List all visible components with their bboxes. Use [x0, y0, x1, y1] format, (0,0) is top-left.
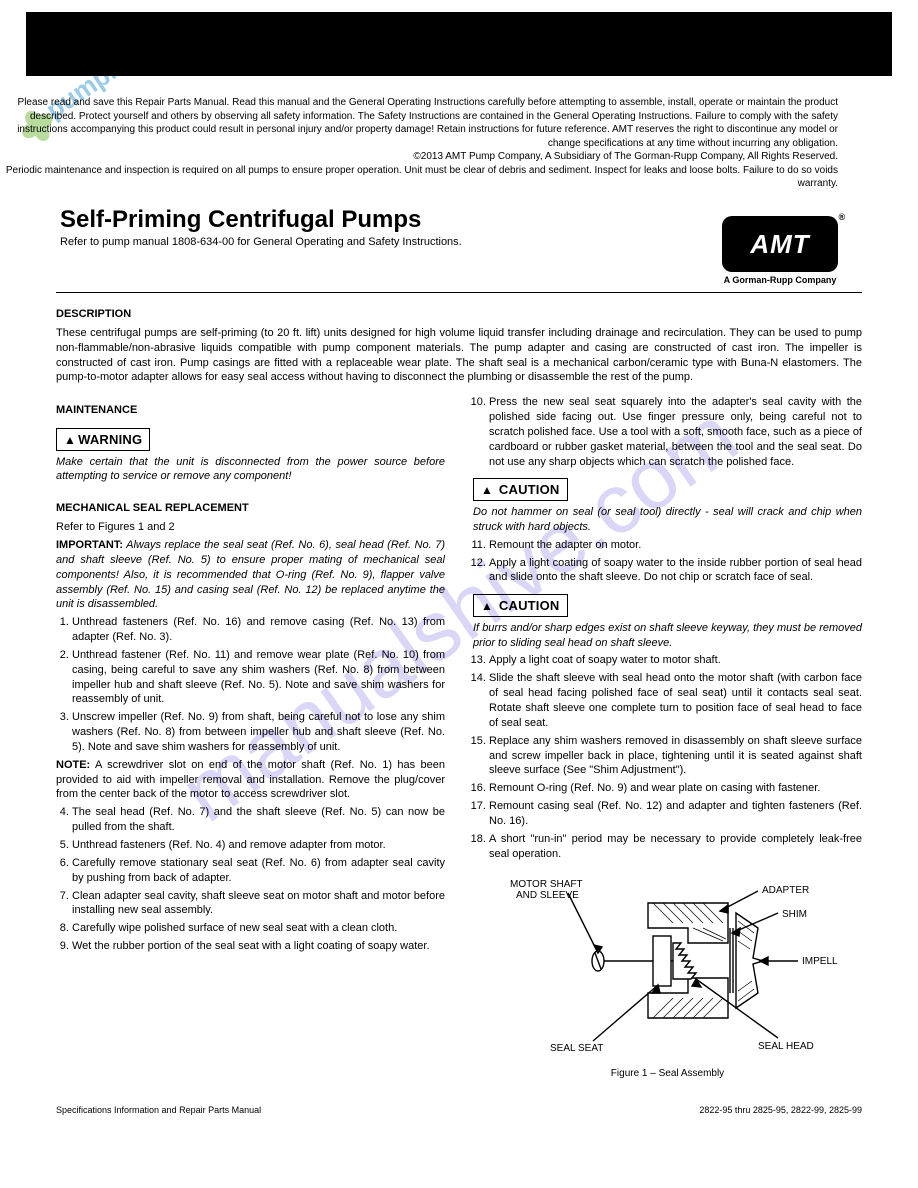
fig-label-shim: SHIM: [782, 909, 807, 920]
caution-label-text: CAUTION: [499, 598, 560, 613]
maintenance-heading: MAINTENANCE: [56, 403, 445, 418]
footer-left: Specifications Information and Repair Pa…: [56, 1105, 261, 1115]
body-columns: MAINTENANCE ▲WARNING Make certain that t…: [0, 395, 918, 1081]
header-notice-text: Please read and save this Repair Parts M…: [0, 96, 838, 191]
warning-body-text: Make certain that the unit is disconnect…: [56, 456, 445, 483]
warning-triangle-icon: ▲: [64, 433, 76, 447]
left-step: Unthread fasteners (Ref. No. 16) and rem…: [72, 615, 445, 645]
figure-1: MOTOR SHAFT AND SLEEVE ADAPTER SHIM IMPE…: [473, 873, 862, 1081]
caution-label-text: CAUTION: [499, 482, 560, 497]
brand-logo-text: AMT: [750, 229, 809, 260]
title-block: Self-Priming Centrifugal Pumps Refer to …: [60, 206, 462, 248]
fig-label-impeller: IMPELLER: [802, 956, 838, 967]
brand-logo: AMT ®: [722, 216, 838, 272]
right-step: Slide the shaft sleeve with seal head on…: [489, 671, 862, 730]
right-step: Remount the adapter on motor.: [489, 538, 862, 553]
header-notice-block: Please read and save this Repair Parts M…: [0, 96, 838, 191]
fig-label-seal-head: SEAL HEAD: [758, 1041, 814, 1052]
fig-label-seal-seat: SEAL SEAT: [550, 1043, 603, 1054]
figure-caption: Figure 1 – Seal Assembly: [473, 1067, 862, 1081]
right-steps-3: Apply a light coat of soapy water to mot…: [489, 653, 862, 861]
fig-label-sleeve: AND SLEEVE: [516, 890, 579, 901]
description-block: DESCRIPTION These centrifugal pumps are …: [0, 307, 918, 395]
right-step: Apply a light coating of soapy water to …: [489, 556, 862, 586]
mech-seal-ref: Refer to Figures 1 and 2: [56, 520, 445, 535]
left-step: Carefully wipe polished surface of new s…: [72, 921, 445, 936]
note-block: NOTE: A screwdriver slot on end of the m…: [56, 758, 445, 803]
caution1-text: Do not hammer on seal (or seal tool) dir…: [473, 506, 862, 533]
left-step: Unscrew impeller (Ref. No. 9) from shaft…: [72, 710, 445, 755]
left-steps-1: Unthread fasteners (Ref. No. 16) and rem…: [72, 615, 445, 755]
caution-label-box-2: ▲ CAUTION: [473, 594, 568, 617]
fig-label-motor-shaft: MOTOR SHAFT: [510, 879, 583, 890]
note-label: NOTE:: [56, 759, 90, 771]
right-column: Press the new seal seat squarely into th…: [473, 395, 862, 1081]
important-label: IMPORTANT:: [56, 539, 123, 551]
right-step: Replace any shim washers removed in disa…: [489, 734, 862, 779]
left-step: Unthread fastener (Ref. No. 11) and remo…: [72, 648, 445, 707]
mech-seal-heading: MECHANICAL SEAL REPLACEMENT: [56, 501, 445, 516]
left-step: Unthread fasteners (Ref. No. 4) and remo…: [72, 838, 445, 853]
brand-logo-subtitle: A Gorman-Rupp Company: [722, 275, 838, 285]
caution-triangle-icon: ▲: [481, 599, 493, 613]
left-step: Wet the rubber portion of the seal seat …: [72, 939, 445, 954]
registered-mark: ®: [838, 212, 846, 222]
warning-label-box: ▲WARNING: [56, 428, 150, 451]
note-text: A screwdriver slot on end of the motor s…: [56, 759, 445, 801]
top-black-bar: [26, 12, 892, 76]
warning-label-text: WARNING: [78, 432, 142, 447]
right-step: Apply a light coat of soapy water to mot…: [489, 653, 862, 668]
page-title: Self-Priming Centrifugal Pumps: [60, 206, 462, 234]
left-steps-2: The seal head (Ref. No. 7) and the shaft…: [72, 805, 445, 954]
right-step: Press the new seal seat squarely into th…: [489, 395, 862, 469]
page-footer: Specifications Information and Repair Pa…: [0, 1081, 918, 1127]
right-steps-2: Remount the adapter on motor. Apply a li…: [489, 538, 862, 586]
caution-triangle-icon: ▲: [481, 483, 493, 497]
page-subtitle: Refer to pump manual 1808-634-00 for Gen…: [60, 236, 462, 248]
brand-logo-wrap: AMT ® A Gorman-Rupp Company: [722, 216, 838, 285]
left-step: Carefully remove stationary seal seat (R…: [72, 856, 445, 886]
header-area: Please read and save this Repair Parts M…: [0, 76, 918, 286]
footer-right: 2822-95 thru 2825-95, 2822-99, 2825-99: [699, 1105, 862, 1115]
header-divider: [56, 292, 862, 293]
caution2-body: If burrs and/or sharp edges exist on sha…: [473, 621, 862, 651]
description-text: These centrifugal pumps are self-priming…: [56, 326, 862, 385]
caution1-body: Do not hammer on seal (or seal tool) dir…: [473, 505, 862, 535]
right-step: Remount O-ring (Ref. No. 9) and wear pla…: [489, 781, 862, 796]
left-step: The seal head (Ref. No. 7) and the shaft…: [72, 805, 445, 835]
right-step: A short "run-in" period may be necessary…: [489, 832, 862, 862]
important-note: IMPORTANT: Always replace the seal seat …: [56, 538, 445, 612]
fig-label-adapter: ADAPTER: [762, 885, 809, 896]
right-step: Remount casing seal (Ref. No. 12) and ad…: [489, 799, 862, 829]
description-heading: DESCRIPTION: [56, 307, 862, 322]
caution2-text: If burrs and/or sharp edges exist on sha…: [473, 622, 862, 649]
left-column: MAINTENANCE ▲WARNING Make certain that t…: [56, 395, 445, 1081]
warning-body: Make certain that the unit is disconnect…: [56, 455, 445, 485]
seal-assembly-diagram: MOTOR SHAFT AND SLEEVE ADAPTER SHIM IMPE…: [498, 873, 838, 1063]
caution-label-box-1: ▲ CAUTION: [473, 478, 568, 501]
left-step: Clean adapter seal cavity, shaft sleeve …: [72, 889, 445, 919]
right-steps-1: Press the new seal seat squarely into th…: [489, 395, 862, 469]
